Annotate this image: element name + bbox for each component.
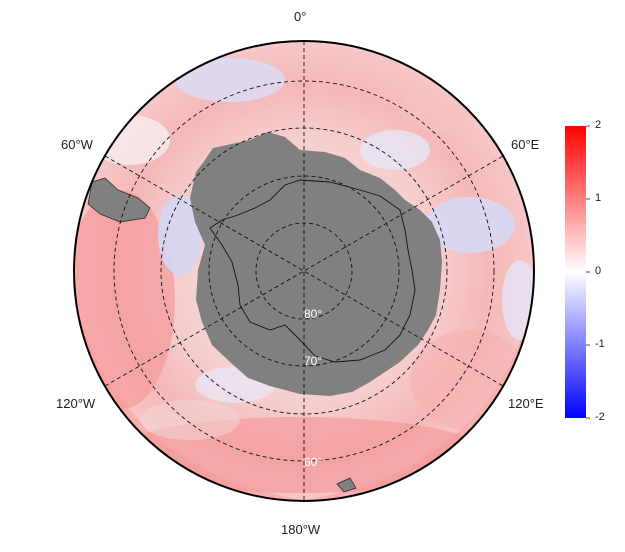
colorbar-tick-0: 0 [595,265,602,277]
lon-label-120w: 120°W [56,396,96,411]
antarctic-coastline [209,179,416,363]
lon-label-0: 0° [294,9,307,24]
ocean-field [74,41,534,501]
south-america-tip [87,177,151,223]
colorbar-tick-neg1: -1 [595,338,605,350]
colorbar [565,126,586,418]
map-border [73,40,535,502]
lat-label-80: 80° [304,307,323,321]
lon-label-120e: 120°E [508,396,544,411]
lon-label-60e: 60°E [511,137,540,152]
colorbar-tick-neg2: -2 [595,411,605,423]
colorbar-tick-2: 2 [595,119,602,131]
lon-label-60w: 60°W [61,137,93,152]
lat-label-70: 70° [304,354,323,368]
lat-label-60: 60° [304,455,323,469]
colorbar-tick-1: 1 [595,192,602,204]
lon-label-180w: 180°W [281,522,321,537]
